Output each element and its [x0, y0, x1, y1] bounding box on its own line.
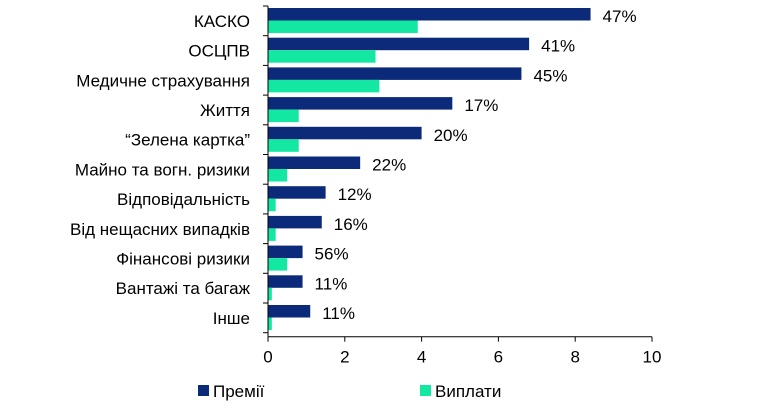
- x-tick-label: 4: [417, 348, 426, 367]
- legend-swatch-payouts: [420, 385, 431, 396]
- bar-payouts: [268, 258, 288, 271]
- data-label: 20%: [434, 126, 468, 145]
- data-label: 56%: [315, 245, 349, 264]
- data-labels: 47% 41% 45% 17% 20% 22%12% 16% 56% 11% 11%: [315, 7, 637, 323]
- bar-payouts: [268, 79, 380, 93]
- bar-premiums: [268, 186, 326, 199]
- data-label: 45%: [533, 66, 567, 85]
- data-label: 12%: [338, 185, 372, 204]
- bar-premiums: [268, 245, 303, 259]
- bars-group: [268, 8, 591, 330]
- legend-label-payouts: Виплати: [435, 382, 501, 401]
- category-label: Відповідальність: [117, 190, 250, 209]
- axes-group: [263, 5, 653, 342]
- data-label: 22%: [372, 156, 406, 175]
- category-label: Майно та вогн. ризики: [75, 160, 250, 179]
- bar-premiums: [268, 8, 591, 21]
- data-label: 11%: [315, 274, 348, 293]
- data-label: 11%: [322, 304, 355, 323]
- legend: Премії Виплати: [198, 382, 501, 401]
- x-tick-label: 10: [643, 348, 662, 367]
- bar-payouts: [268, 287, 272, 301]
- bar-payouts: [268, 109, 299, 123]
- bar-payouts: [268, 198, 276, 212]
- bar-premiums: [268, 97, 453, 110]
- x-tick-label: 0: [263, 348, 272, 367]
- data-label: 47%: [603, 7, 637, 26]
- bar-payouts: [268, 50, 376, 63]
- bar-payouts: [268, 317, 272, 330]
- x-tick-labels: 0 2 4 6 8 10: [263, 348, 661, 367]
- bar-premiums: [268, 67, 522, 80]
- data-label: 17%: [464, 96, 498, 115]
- bar-premiums: [268, 126, 422, 140]
- bar-premiums: [268, 37, 530, 51]
- legend-swatch-premiums: [198, 385, 209, 396]
- category-label: Вантажі та багаж: [116, 279, 251, 298]
- category-label: Інше: [213, 309, 250, 328]
- category-label: Життя: [200, 101, 250, 120]
- category-labels: КАСКО ОСЦПВ Медичне страхування Життя “Зелен…: [70, 12, 251, 328]
- x-tick-label: 8: [570, 348, 579, 367]
- bar-payouts: [268, 139, 299, 152]
- bar-premiums: [268, 305, 311, 318]
- category-label: Від нещасних випадків: [70, 220, 250, 239]
- category-label: КАСКО: [194, 12, 250, 31]
- bar-premiums: [268, 156, 361, 169]
- legend-label-premiums: Премії: [213, 382, 265, 401]
- bar-premiums: [268, 215, 322, 229]
- bar-payouts: [268, 169, 288, 182]
- data-label: 16%: [334, 215, 368, 234]
- category-label: Фінансові ризики: [116, 249, 250, 268]
- bar-payouts: [268, 20, 418, 33]
- category-label: Медичне страхування: [76, 71, 250, 90]
- data-label: 41%: [541, 37, 575, 56]
- x-tick-label: 2: [340, 348, 349, 367]
- bar-premiums: [268, 275, 303, 288]
- bar-payouts: [268, 228, 276, 241]
- category-label: ОСЦПВ: [188, 42, 250, 61]
- x-tick-label: 6: [494, 348, 503, 367]
- category-label: “Зелена картка”: [125, 131, 250, 150]
